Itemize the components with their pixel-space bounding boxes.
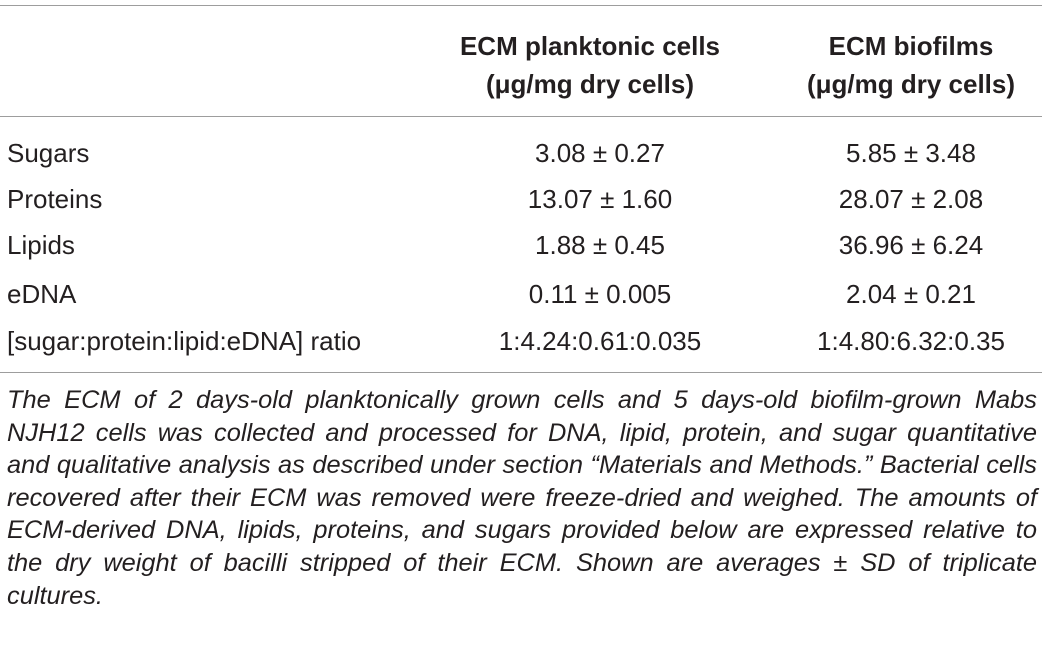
row-label: eDNA: [7, 279, 77, 309]
cell-biofilms: 28.07 ± 2.08: [838, 184, 984, 214]
table-top-rule: [0, 5, 1042, 6]
row-label: Sugars: [7, 138, 90, 168]
cell-biofilms: 36.96 ± 6.24: [838, 230, 984, 260]
table-row: eDNA 0.11 ± 0.005 2.04 ± 0.21: [0, 274, 1042, 314]
table-row: Sugars 3.08 ± 0.27 5.85 ± 3.48: [0, 133, 1042, 173]
table-caption: The ECM of 2 days-old planktonically gro…: [7, 386, 1037, 610]
row-label: Lipids: [7, 230, 75, 260]
cell-planktonic: 13.07 ± 1.60: [527, 184, 673, 214]
row-label: [sugar:protein:lipid:eDNA] ratio: [7, 326, 362, 356]
row-label: Proteins: [7, 184, 103, 214]
table-row: Proteins 13.07 ± 1.60 28.07 ± 2.08: [0, 179, 1042, 219]
cell-biofilms: 5.85 ± 3.48: [846, 138, 976, 168]
column-header-unit: (μg/mg dry cells): [806, 69, 1016, 99]
cell-biofilms: 1:4.80:6.32:0.35: [817, 326, 1005, 356]
cell-planktonic: 1:4.24:0.61:0.035: [498, 326, 702, 356]
column-header-title: ECM planktonic cells: [459, 31, 721, 61]
cell-biofilms: 2.04 ± 0.21: [846, 279, 976, 309]
column-header-unit: (μg/mg dry cells): [485, 69, 695, 99]
cell-planktonic: 0.11 ± 0.005: [528, 279, 672, 309]
table-header-rule: [0, 116, 1042, 117]
column-header-planktonic: ECM planktonic cells (μg/mg dry cells): [420, 27, 760, 103]
column-header-title: ECM biofilms: [828, 31, 994, 61]
table-row: [sugar:protein:lipid:eDNA] ratio 1:4.24:…: [0, 321, 1042, 361]
cell-planktonic: 1.88 ± 0.45: [535, 230, 665, 260]
table-bottom-rule: [0, 372, 1042, 373]
cell-planktonic: 3.08 ± 0.27: [535, 138, 665, 168]
column-header-biofilms: ECM biofilms (μg/mg dry cells): [780, 27, 1042, 103]
table-row: Lipids 1.88 ± 0.45 36.96 ± 6.24: [0, 225, 1042, 265]
